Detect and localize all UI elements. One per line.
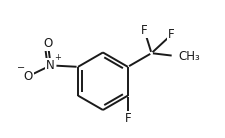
Text: O: O (24, 70, 33, 83)
Text: −: − (17, 63, 25, 73)
Text: +: + (54, 53, 61, 62)
Text: F: F (124, 112, 130, 125)
Text: O: O (43, 37, 52, 50)
Text: F: F (140, 24, 147, 37)
Text: N: N (46, 59, 55, 72)
Text: CH₃: CH₃ (178, 50, 200, 63)
Text: F: F (168, 28, 174, 41)
